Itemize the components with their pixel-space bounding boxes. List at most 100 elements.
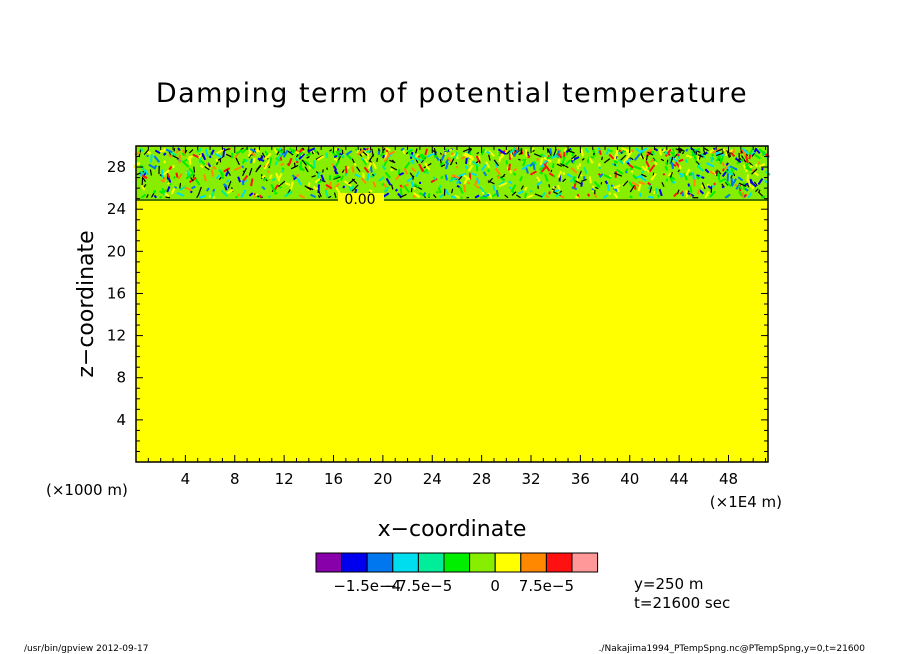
sponge-mark [226,188,234,195]
sponge-mark [538,165,545,171]
sponge-mark [273,147,278,154]
sponge-mark [394,188,399,192]
sponge-mark [693,178,696,187]
sponge-mark [540,191,546,199]
sponge-mark [188,149,194,154]
sponge-mark [376,157,379,163]
sponge-mark [650,173,657,181]
sponge-mark [557,153,563,159]
sponge-mark [755,188,759,193]
sponge-mark [276,152,283,160]
sponge-mark [467,164,474,172]
sponge-mark [480,163,488,172]
sponge-mark [608,153,615,160]
sponge-mark [722,147,726,152]
x-tick-label: 24 [423,470,442,488]
sponge-mark [513,150,519,157]
sponge-mark [248,167,253,176]
x-unit-label: (×1E4 m) [710,493,782,511]
sponge-mark [318,190,322,198]
sponge-mark [517,190,524,195]
sponge-mark [523,186,528,191]
sponge-mark [450,152,457,157]
sponge-mark [142,177,147,183]
sponge-mark [548,184,551,188]
sponge-mark [745,164,753,172]
sponge-mark [713,182,717,186]
sponge-mark [681,192,685,197]
sponge-mark [554,153,559,158]
sponge-mark [372,181,377,188]
sponge-mark [173,186,177,189]
colorbar-tick-label: −7.5e−5 [385,577,453,595]
sponge-mark [317,179,323,184]
sponge-mark [536,180,543,187]
sponge-mark [346,166,350,170]
sponge-mark [193,166,196,173]
sponge-mark [546,148,549,153]
sponge-mark [529,161,535,168]
sponge-mark [333,165,338,171]
sponge-mark [683,172,688,181]
sponge-mark [648,195,654,199]
sponge-mark [292,176,297,181]
sponge-mark [727,169,734,176]
sponge-mark [291,149,297,155]
sponge-mark [717,170,722,175]
sponge-mark [456,184,461,188]
sponge-mark [583,166,588,174]
x-tick-label: 16 [324,470,343,488]
x-tick-label: 48 [719,470,738,488]
sponge-mark [500,175,505,179]
sponge-mark [255,149,259,153]
sponge-mark [579,174,583,177]
sponge-mark [488,177,493,184]
sponge-mark [641,169,645,174]
sponge-mark [709,190,717,198]
sponge-mark [426,152,434,159]
sponge-mark [159,195,163,199]
sponge-mark [188,167,195,174]
sponge-mark [186,155,194,161]
sponge-mark [371,148,374,157]
sponge-mark [264,150,269,157]
sponge-mark [237,176,242,183]
sponge-mark [316,175,320,179]
sponge-mark [294,150,300,155]
sponge-mark [423,168,429,174]
sponge-mark [479,185,485,193]
sponge-mark [241,158,246,164]
sponge-mark [316,155,325,161]
sponge-mark [581,157,585,161]
sponge-mark [669,150,676,158]
sponge-mark [433,154,438,158]
sponge-mark [540,159,548,169]
sponge-mark [153,194,157,199]
sponge-mark [252,157,256,164]
sponge-mark [412,161,415,165]
sponge-mark [211,165,217,170]
sponge-mark [297,151,304,158]
sponge-mark [738,182,747,188]
sponge-mark [172,155,180,160]
sponge-mark [592,152,595,156]
sponge-mark [580,182,583,187]
x-tick-label: 44 [670,470,689,488]
sponge-mark [486,168,491,173]
sponge-mark [657,194,660,198]
sponge-mark [440,175,444,180]
sponge-mark [164,148,173,153]
sponge-mark [444,148,449,153]
sponge-mark [327,195,332,199]
sponge-mark [448,177,458,183]
sponge-mark [475,177,480,184]
sponge-mark [678,172,683,176]
sponge-mark [476,151,480,155]
sponge-mark [661,182,665,187]
sponge-mark [336,174,340,178]
sponge-mark [331,150,337,157]
sponge-mark [532,163,536,171]
sponge-mark [492,184,496,191]
sponge-mark [597,147,601,151]
sponge-mark [535,176,541,183]
